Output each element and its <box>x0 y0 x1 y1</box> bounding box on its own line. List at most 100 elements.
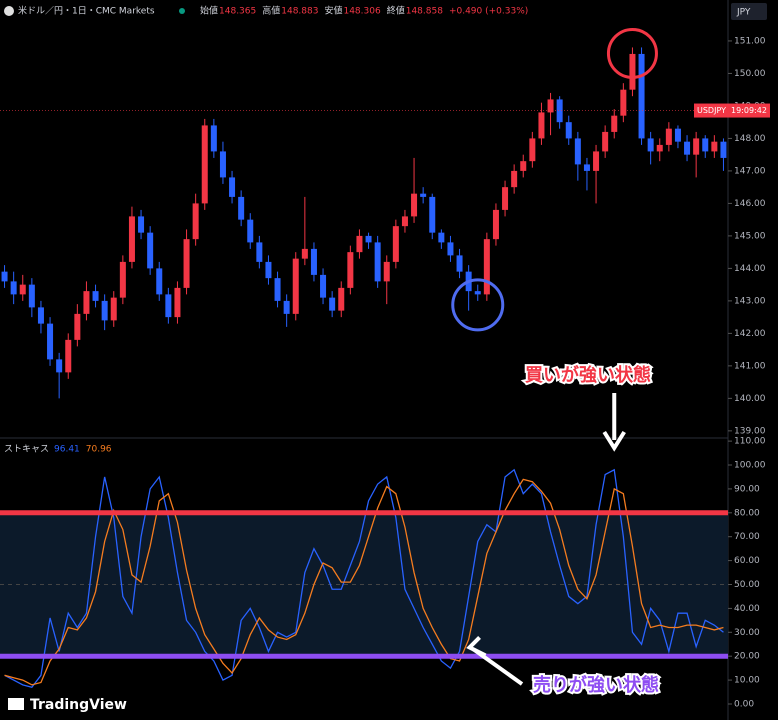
candle-body <box>629 53 636 90</box>
stoch-line <box>4 468 724 688</box>
y-tick-label: 10.00 <box>734 676 760 686</box>
y-tick-label: 143.00 <box>734 296 766 306</box>
candle-body <box>83 291 90 314</box>
logo-mark <box>8 698 24 710</box>
candle-body <box>565 122 572 139</box>
ohlc-label: 高値 <box>262 5 280 17</box>
candle-body <box>138 216 145 233</box>
y-tick-label: 60.00 <box>734 556 760 566</box>
y-tick-label: 20.00 <box>734 652 760 662</box>
candle-body <box>28 284 35 308</box>
candle-body <box>219 151 226 178</box>
candle-body <box>229 177 236 197</box>
y-tick-label: 141.00 <box>734 361 766 371</box>
candle-body <box>265 261 272 279</box>
candle-body <box>492 209 499 240</box>
highlight-circle <box>451 278 505 332</box>
candle-body <box>602 131 609 152</box>
candle-body <box>156 268 163 295</box>
y-tick-label: 140.00 <box>734 394 766 404</box>
ohlc-label: 始値 <box>200 5 218 17</box>
candle-body <box>520 161 527 171</box>
indicator-value: 70.96 <box>86 445 112 455</box>
ohlc-value: 148.883 <box>281 7 318 17</box>
candle-body <box>511 170 518 188</box>
candle-body <box>456 255 463 272</box>
stoch-line <box>4 478 724 686</box>
candle-body <box>593 151 600 171</box>
candle-body <box>583 164 590 171</box>
candle-body <box>693 138 700 155</box>
candle-body <box>210 125 217 152</box>
candle-body <box>711 141 718 152</box>
ohlc-value: 148.858 <box>406 7 443 17</box>
y-tick-label: 145.00 <box>734 231 766 241</box>
candle-body <box>383 261 390 282</box>
candle-body <box>65 339 72 373</box>
symbol-title: 米ドル／円・1日・CMC Markets <box>18 5 155 17</box>
currency[interactable]: JPY <box>736 8 751 18</box>
candle-body <box>656 144 663 152</box>
y-tick-label: 80.00 <box>734 508 760 518</box>
candle-body <box>292 258 299 314</box>
candle-body <box>638 53 645 139</box>
candle-body <box>702 138 709 152</box>
indicator-value: 96.41 <box>54 445 80 455</box>
candle-body <box>401 216 408 227</box>
ohlc-value: 148.365 <box>219 7 256 17</box>
candle-body <box>665 128 672 145</box>
candle-body <box>420 193 427 197</box>
candle-body <box>483 239 490 295</box>
y-tick-label: 0.00 <box>734 699 754 709</box>
candle-body <box>429 196 436 233</box>
candle-body <box>128 216 135 262</box>
candle-body <box>538 112 545 139</box>
y-tick-label: 142.00 <box>734 329 766 339</box>
candle-body <box>574 138 581 165</box>
candle-body <box>201 125 208 204</box>
candle-body <box>110 297 117 321</box>
candle-body <box>47 323 54 360</box>
candle-body <box>338 287 345 311</box>
candle-body <box>447 242 454 256</box>
candle-body <box>247 219 254 243</box>
candle-body <box>684 141 691 155</box>
candle-body <box>647 138 654 152</box>
candle-body <box>119 261 126 298</box>
candle-body <box>301 248 308 259</box>
annotation: 売りが強い状態 <box>533 674 659 696</box>
y-tick-label: 90.00 <box>734 484 760 494</box>
candle-body <box>438 232 445 243</box>
annotation: 買いが強い状態 <box>525 364 651 386</box>
candle-body <box>238 196 245 220</box>
candle-body <box>37 307 44 324</box>
candle-body <box>274 278 281 301</box>
candle-body <box>56 359 63 373</box>
logo-text: TradingView <box>30 697 127 713</box>
status-dot <box>179 8 185 14</box>
y-tick-label: 100.00 <box>734 461 766 471</box>
candle-body <box>19 284 26 295</box>
y-tick-label: 70.00 <box>734 532 760 542</box>
candle-body <box>256 242 263 262</box>
candle-body <box>320 274 327 298</box>
y-tick-label: 139.00 <box>734 426 766 436</box>
currency-box[interactable] <box>731 3 767 20</box>
candle-body <box>365 235 372 243</box>
candle-body <box>74 313 81 340</box>
price-tag-clock: 19:09:42 <box>731 106 767 115</box>
y-tick-label: 144.00 <box>734 264 766 274</box>
ohlc-label: 安値 <box>324 5 342 17</box>
candle-body <box>10 281 17 295</box>
y-tick-label: 147.00 <box>734 166 766 176</box>
candle-body <box>620 89 627 116</box>
candle-body <box>611 115 618 132</box>
highlight-circle <box>606 27 658 79</box>
arrow-head <box>602 430 626 452</box>
ohlc-label: 終値 <box>387 5 405 17</box>
candle-body <box>192 203 199 240</box>
indicator-title: ストキャス <box>4 445 49 455</box>
candle-body <box>502 187 509 210</box>
